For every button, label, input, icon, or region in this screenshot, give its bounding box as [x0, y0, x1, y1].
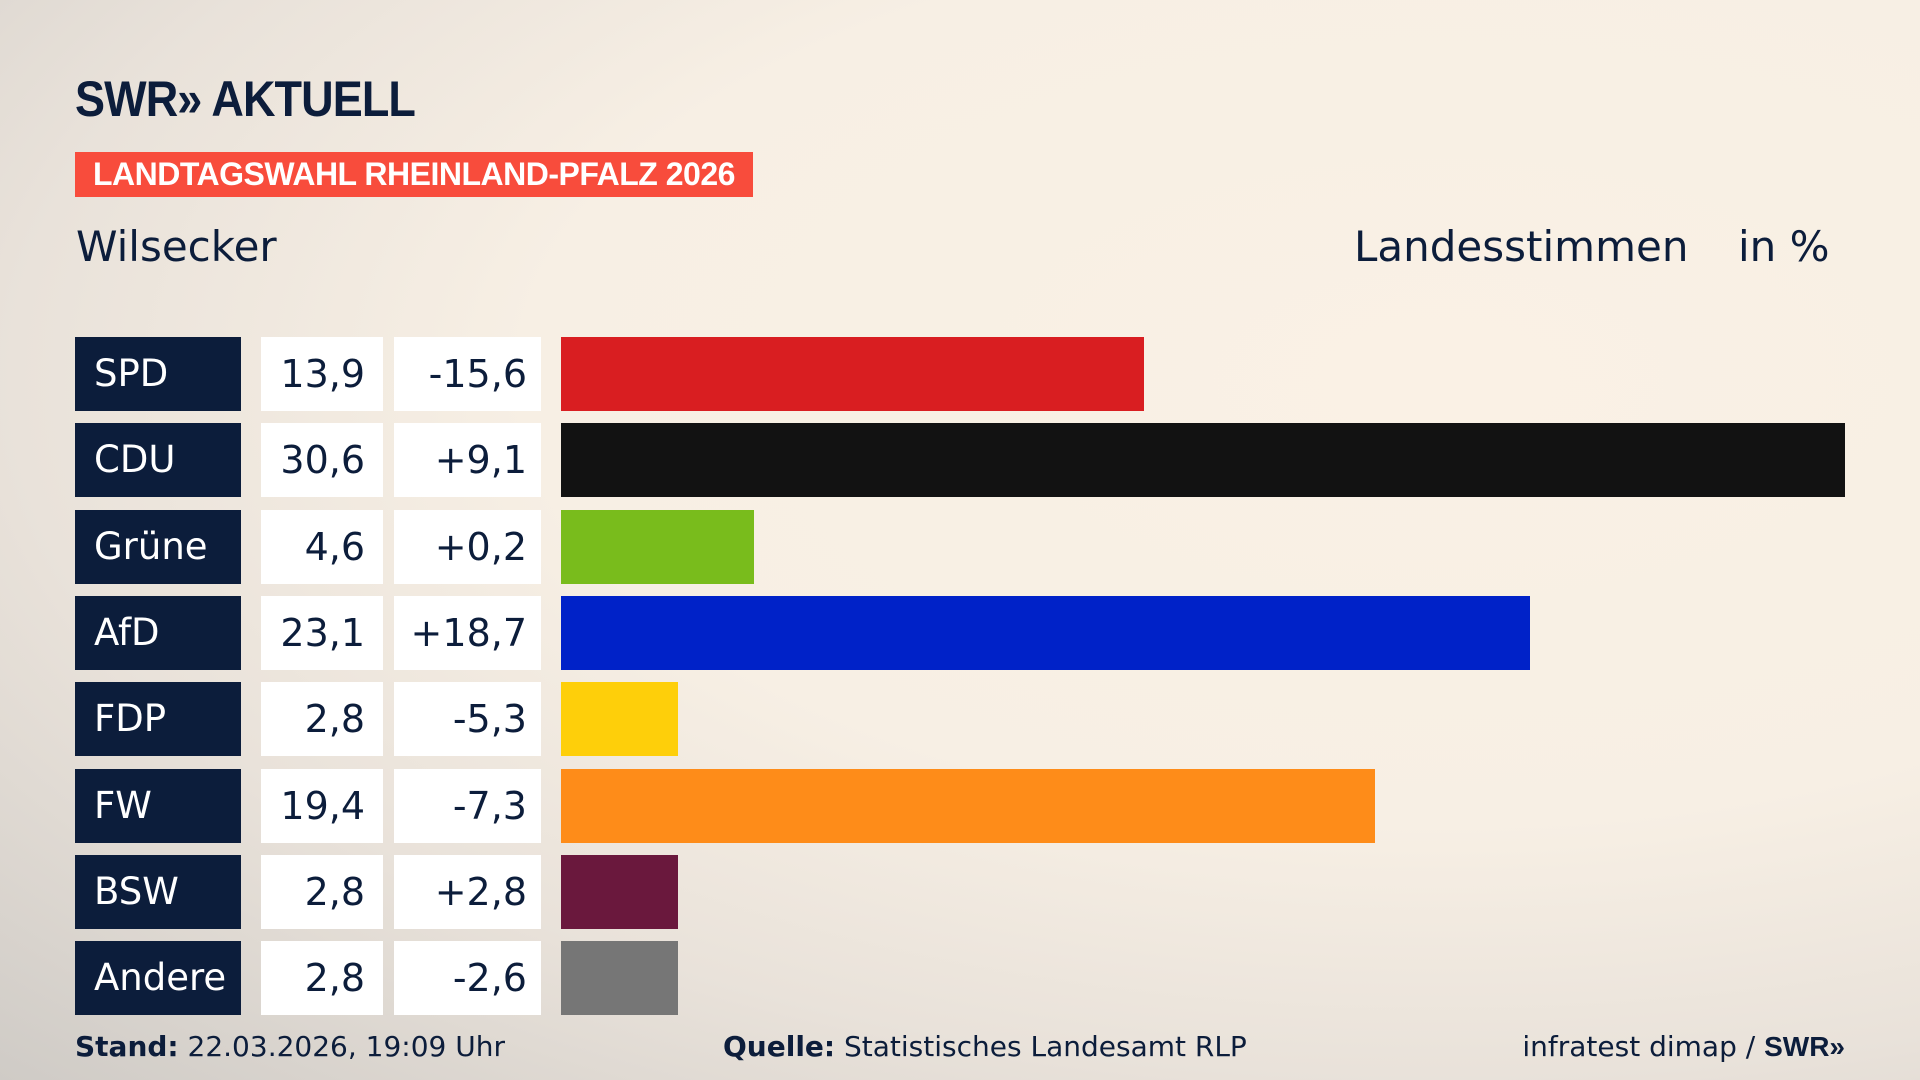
source-value: Statistisches Landesamt RLP — [844, 1030, 1247, 1063]
bar — [561, 337, 1145, 411]
chart-row: SPD 13,9 -15,6 — [0, 337, 1920, 411]
value-label: 2,8 — [261, 854, 383, 929]
chart-row: CDU 30,6 +9,1 — [0, 423, 1920, 498]
party-label: FDP — [75, 682, 241, 757]
diff-label: -15,6 — [394, 337, 541, 411]
source: Quelle: Statistisches Landesamt RLP — [723, 1030, 1247, 1063]
party-label: AfD — [75, 595, 241, 670]
metric-label: Landesstimmen — [1354, 222, 1689, 271]
value-label: 4,6 — [261, 509, 383, 584]
bar — [561, 854, 679, 929]
bar — [561, 941, 679, 1016]
value-label: 13,9 — [261, 337, 383, 411]
credit: infratest dimap / SWR» — [1522, 1030, 1845, 1063]
party-label: CDU — [75, 423, 241, 498]
value-label: 30,6 — [261, 423, 383, 498]
election-banner-text: LANDTAGSWAHL RHEINLAND-PFALZ 2026 — [93, 156, 735, 192]
bar — [561, 768, 1376, 843]
chart-row: Grüne 4,6 +0,2 — [0, 509, 1920, 584]
diff-label: +2,8 — [394, 854, 541, 929]
value-label: 2,8 — [261, 682, 383, 757]
value-label: 19,4 — [261, 768, 383, 843]
chart-row: AfD 23,1 +18,7 — [0, 595, 1920, 670]
swr-aktuell-logo: SWR» AKTUELL — [75, 71, 416, 127]
diff-label: -5,3 — [394, 682, 541, 757]
party-label: BSW — [75, 854, 241, 929]
chart-row: FW 19,4 -7,3 — [0, 768, 1920, 843]
bar — [561, 682, 679, 757]
diff-label: +0,2 — [394, 509, 541, 584]
unit-label: in % — [1738, 222, 1830, 271]
chart-row: Andere 2,8 -2,6 — [0, 941, 1920, 1016]
party-label: SPD — [75, 337, 241, 411]
party-label: Grüne — [75, 509, 241, 584]
bar — [561, 595, 1531, 670]
swr-logo: SWR» — [1764, 1031, 1845, 1062]
election-banner: LANDTAGSWAHL RHEINLAND-PFALZ 2026 — [75, 152, 753, 197]
diff-label: +18,7 — [394, 595, 541, 670]
chart-row: FDP 2,8 -5,3 — [0, 682, 1920, 757]
diff-label: -7,3 — [394, 768, 541, 843]
diff-label: -2,6 — [394, 941, 541, 1016]
chart-row: BSW 2,8 +2,8 — [0, 854, 1920, 929]
credit-text: infratest dimap / — [1522, 1030, 1765, 1063]
bar — [561, 509, 755, 584]
value-label: 2,8 — [261, 941, 383, 1016]
stand-label: Stand: — [75, 1030, 179, 1063]
stand-value: 22.03.2026, 19:09 Uhr — [187, 1030, 505, 1063]
party-label: Andere — [75, 941, 241, 1016]
diff-label: +9,1 — [394, 423, 541, 498]
party-label: FW — [75, 768, 241, 843]
value-label: 23,1 — [261, 595, 383, 670]
bar — [561, 423, 1845, 498]
source-label: Quelle: — [723, 1030, 836, 1063]
timestamp: Stand: 22.03.2026, 19:09 Uhr — [75, 1030, 505, 1063]
place-title: Wilsecker — [76, 222, 277, 271]
